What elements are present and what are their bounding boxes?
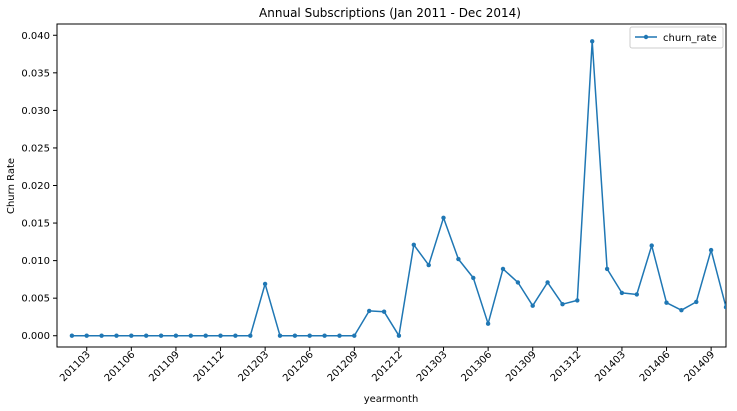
data-point: [352, 333, 357, 338]
x-tick-label: 201109: [147, 349, 182, 384]
data-point: [158, 333, 164, 338]
data-point: [664, 300, 669, 305]
data-point: [575, 298, 580, 303]
data-point: [456, 256, 461, 262]
data-point: [292, 333, 298, 338]
data-point: [173, 333, 179, 338]
data-point: [262, 281, 268, 287]
x-tick-label: 201206: [281, 349, 316, 384]
data-point: [277, 333, 283, 338]
data-point: [723, 305, 726, 310]
y-tick-label: 0.010: [21, 256, 50, 267]
data-point: [530, 303, 535, 308]
data-point: [367, 308, 372, 314]
data-point: [471, 275, 476, 281]
data-point: [114, 333, 119, 338]
data-point: [604, 266, 610, 272]
legend-label: churn_rate: [663, 33, 717, 44]
y-tick-label: 0.005: [21, 294, 50, 305]
plot-frame: [56, 23, 727, 348]
data-point: [203, 333, 208, 338]
data-point: [322, 333, 327, 338]
data-point: [69, 333, 75, 338]
x-tick-label: 201312: [549, 349, 584, 384]
data-point: [515, 280, 521, 285]
data-point: [307, 333, 312, 338]
x-tick-label: 201112: [192, 349, 227, 384]
data-point: [233, 333, 238, 338]
data-point: [337, 333, 342, 338]
x-tick-label: 201309: [504, 349, 539, 384]
data-point: [411, 242, 416, 247]
legend-frame: [629, 26, 724, 49]
y-tick-label: 0.020: [21, 181, 50, 192]
y-axis-label: Churn Rate: [6, 158, 17, 214]
data-point: [708, 247, 714, 253]
data-point: [590, 39, 595, 44]
data-point: [188, 333, 193, 338]
x-tick-label: 201209: [326, 349, 361, 384]
series-layer: [69, 39, 726, 338]
y-tick-label: 0.025: [21, 143, 50, 154]
y-tick-label: 0.000: [21, 331, 50, 342]
data-point: [619, 290, 625, 296]
x-tick-label: 201303: [415, 349, 450, 384]
data-point: [426, 262, 431, 268]
y-tick-label: 0.035: [21, 68, 50, 79]
data-point: [545, 280, 550, 285]
data-point: [396, 333, 402, 338]
x-axis: 201103 201106 201109 201112 201203 201206 2012…: [58, 347, 717, 384]
legend: churn_rate: [629, 26, 724, 49]
data-point: [84, 333, 89, 338]
series-group: [69, 39, 726, 338]
data-point: [218, 333, 223, 338]
x-tick-label: 201103: [58, 349, 93, 384]
data-point: [500, 266, 506, 272]
data-point: [560, 302, 565, 307]
data-point: [485, 321, 491, 326]
series-line-churn_rate: [71, 40, 726, 337]
y-tick-label: 0.015: [21, 219, 50, 230]
data-point: [634, 292, 639, 297]
data-point: [694, 299, 699, 305]
chart-title: Annual Subscriptions (Jan 2011 - Dec 201…: [259, 6, 521, 20]
y-tick-label: 0.040: [21, 31, 50, 42]
data-point: [248, 333, 253, 338]
x-tick-label: 201406: [638, 349, 673, 384]
x-tick-label: 201409: [682, 349, 717, 384]
data-point: [99, 333, 104, 338]
x-tick-label: 201306: [459, 349, 494, 384]
data-point: [381, 309, 387, 314]
plot-area: [56, 23, 727, 348]
data-point: [129, 333, 134, 338]
x-tick-label: 201403: [593, 349, 628, 384]
legend-marker: [643, 34, 649, 40]
x-tick-label: 201203: [236, 349, 271, 384]
data-point: [144, 333, 149, 338]
data-point: [441, 215, 446, 220]
y-tick-label: 0.030: [21, 106, 50, 117]
x-tick-label: 201212: [370, 349, 405, 384]
x-tick-label: 201106: [103, 349, 138, 384]
data-point: [679, 308, 684, 313]
y-axis: 0.000 0.005 0.010 0.015 0.020 0.025 0.030 0.035…: [21, 31, 57, 342]
data-point: [649, 243, 654, 248]
x-axis-label: yearmonth: [364, 394, 419, 405]
